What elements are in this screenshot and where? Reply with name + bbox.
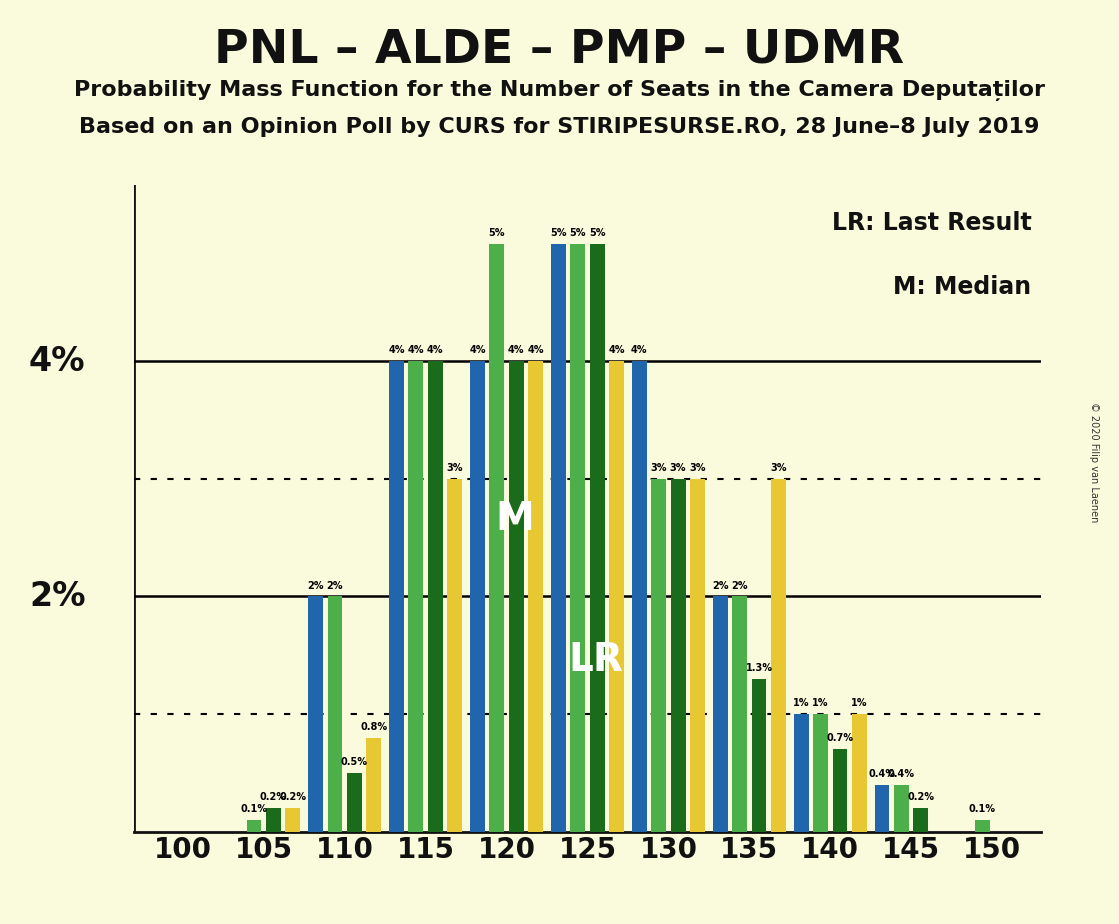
Text: 0.2%: 0.2% — [280, 792, 307, 802]
Text: 3%: 3% — [670, 463, 686, 473]
Text: PNL – ALDE – PMP – UDMR: PNL – ALDE – PMP – UDMR — [215, 28, 904, 73]
Bar — [632, 361, 647, 832]
Text: 0.2%: 0.2% — [908, 792, 934, 802]
Text: 2%: 2% — [732, 580, 747, 590]
Text: 4%: 4% — [527, 346, 544, 356]
Text: Probability Mass Function for the Number of Seats in the Camera Deputaților: Probability Mass Function for the Number… — [74, 80, 1045, 102]
Text: 5%: 5% — [570, 227, 586, 237]
Text: 3%: 3% — [446, 463, 463, 473]
Text: © 2020 Filip van Laenen: © 2020 Filip van Laenen — [1090, 402, 1099, 522]
Text: 2%: 2% — [29, 580, 85, 613]
Text: 4%: 4% — [508, 346, 525, 356]
Bar — [913, 808, 929, 832]
Bar — [875, 784, 890, 832]
Text: 1%: 1% — [852, 699, 867, 708]
Bar — [670, 479, 686, 832]
Bar — [894, 784, 909, 832]
Text: M: M — [496, 500, 534, 538]
Text: 2%: 2% — [308, 580, 323, 590]
Bar — [793, 714, 809, 832]
Bar — [308, 596, 323, 832]
Text: 1%: 1% — [793, 699, 809, 708]
Text: 5%: 5% — [489, 227, 505, 237]
Text: M: Median: M: Median — [893, 275, 1032, 299]
Bar — [246, 820, 262, 832]
Text: 1%: 1% — [812, 699, 829, 708]
Text: 0.1%: 0.1% — [969, 804, 996, 814]
Bar — [752, 679, 767, 832]
Text: 0.4%: 0.4% — [868, 769, 895, 779]
Text: 0.7%: 0.7% — [827, 734, 854, 744]
Bar — [609, 361, 624, 832]
Text: 1.3%: 1.3% — [745, 663, 772, 673]
Bar — [713, 596, 727, 832]
Bar — [690, 479, 705, 832]
Bar — [814, 714, 828, 832]
Bar — [366, 737, 382, 832]
Bar — [975, 820, 990, 832]
Text: 0.2%: 0.2% — [260, 792, 286, 802]
Bar — [852, 714, 867, 832]
Bar — [732, 596, 747, 832]
Text: 4%: 4% — [427, 346, 443, 356]
Text: 0.5%: 0.5% — [341, 757, 368, 767]
Bar — [328, 596, 342, 832]
Text: 4%: 4% — [388, 346, 405, 356]
Bar — [489, 244, 505, 832]
Text: 0.1%: 0.1% — [241, 804, 267, 814]
Bar — [571, 244, 585, 832]
Text: 3%: 3% — [689, 463, 706, 473]
Bar — [448, 479, 462, 832]
Text: 4%: 4% — [29, 345, 85, 378]
Bar — [551, 244, 566, 832]
Bar — [771, 479, 786, 832]
Bar — [389, 361, 404, 832]
Bar — [408, 361, 423, 832]
Bar — [427, 361, 443, 832]
Text: 4%: 4% — [407, 346, 424, 356]
Text: Based on an Opinion Poll by CURS for STIRIPESURSE.RO, 28 June–8 July 2019: Based on an Opinion Poll by CURS for STI… — [79, 117, 1040, 138]
Text: 4%: 4% — [469, 346, 486, 356]
Text: 2%: 2% — [712, 580, 728, 590]
Text: 3%: 3% — [770, 463, 787, 473]
Text: 0.4%: 0.4% — [888, 769, 915, 779]
Bar — [266, 808, 281, 832]
Text: 5%: 5% — [551, 227, 566, 237]
Bar — [285, 808, 300, 832]
Text: 4%: 4% — [609, 346, 624, 356]
Text: LR: Last Result: LR: Last Result — [831, 211, 1032, 235]
Bar — [651, 479, 666, 832]
Text: 0.8%: 0.8% — [360, 722, 387, 732]
Bar — [833, 749, 847, 832]
Text: 2%: 2% — [327, 580, 344, 590]
Bar — [347, 772, 361, 832]
Bar — [528, 361, 543, 832]
Text: 5%: 5% — [589, 227, 605, 237]
Bar — [470, 361, 485, 832]
Bar — [509, 361, 524, 832]
Text: 4%: 4% — [631, 346, 648, 356]
Bar — [590, 244, 604, 832]
Text: 3%: 3% — [650, 463, 667, 473]
Text: LR: LR — [568, 640, 623, 679]
